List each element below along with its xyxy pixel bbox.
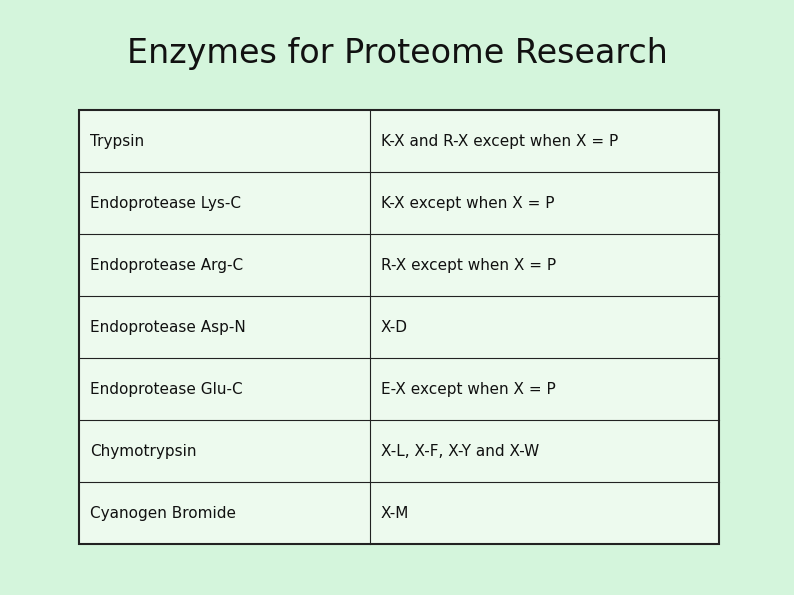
Bar [79, 110, 719, 544]
Text: K-X and R-X except when X = P: K-X and R-X except when X = P [380, 134, 618, 149]
Text: Endoprotease Asp-N: Endoprotease Asp-N [90, 320, 245, 335]
Text: X-M: X-M [380, 506, 409, 521]
Text: Endoprotease Lys-C: Endoprotease Lys-C [90, 196, 241, 211]
Text: E-X except when X = P: E-X except when X = P [380, 382, 555, 397]
Text: K-X except when X = P: K-X except when X = P [380, 196, 554, 211]
Text: Trypsin: Trypsin [90, 134, 144, 149]
Text: Chymotrypsin: Chymotrypsin [90, 444, 196, 459]
Text: Endoprotease Arg-C: Endoprotease Arg-C [90, 258, 243, 273]
Text: X-D: X-D [380, 320, 407, 335]
Text: R-X except when X = P: R-X except when X = P [380, 258, 556, 273]
Text: X-L, X-F, X-Y and X-W: X-L, X-F, X-Y and X-W [380, 444, 539, 459]
Text: Endoprotease Glu-C: Endoprotease Glu-C [90, 382, 242, 397]
Text: Enzymes for Proteome Research: Enzymes for Proteome Research [126, 37, 668, 70]
Text: Cyanogen Bromide: Cyanogen Bromide [90, 506, 236, 521]
